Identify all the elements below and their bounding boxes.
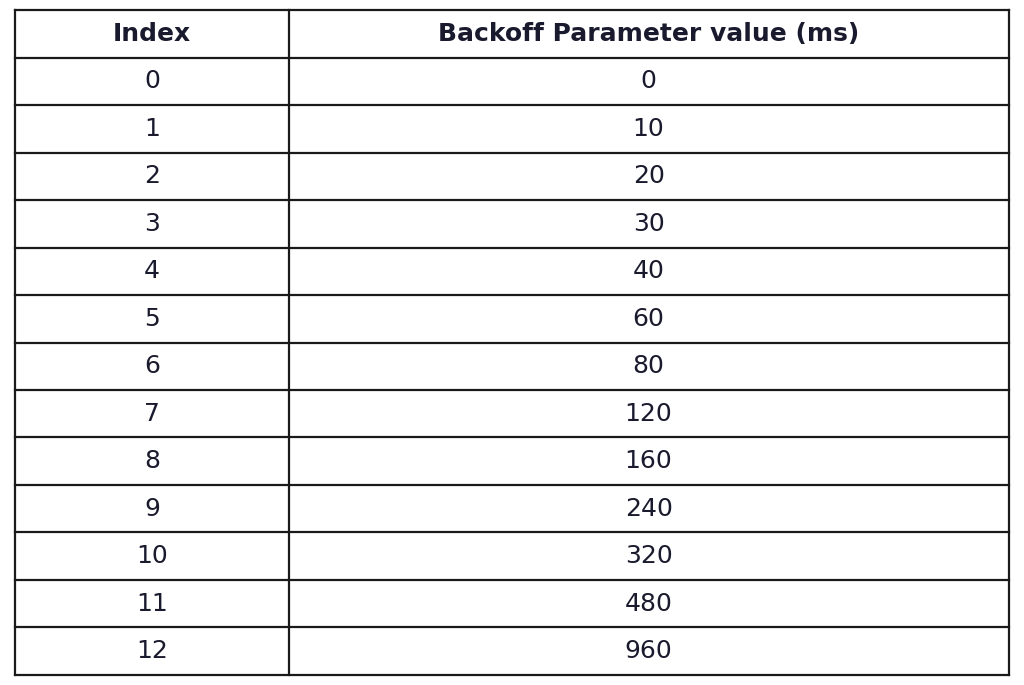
Text: 4: 4 (144, 260, 160, 284)
Text: Index: Index (113, 22, 191, 46)
Text: 40: 40 (633, 260, 665, 284)
Text: 10: 10 (136, 544, 168, 568)
Text: 9: 9 (144, 497, 160, 521)
Text: 30: 30 (633, 212, 665, 236)
Text: Backoff Parameter value (ms): Backoff Parameter value (ms) (438, 22, 859, 46)
Text: 80: 80 (633, 354, 665, 378)
Text: 960: 960 (625, 639, 673, 663)
Text: 20: 20 (633, 164, 665, 188)
Text: 8: 8 (144, 449, 160, 473)
Text: 12: 12 (136, 639, 168, 663)
Text: 3: 3 (144, 212, 160, 236)
Text: 480: 480 (625, 592, 673, 616)
Text: 7: 7 (144, 401, 160, 425)
Text: 10: 10 (633, 117, 665, 141)
Text: 2: 2 (144, 164, 160, 188)
Text: 120: 120 (625, 401, 673, 425)
Text: 240: 240 (625, 497, 673, 521)
Text: 160: 160 (625, 449, 673, 473)
Text: 60: 60 (633, 307, 665, 331)
Text: 6: 6 (144, 354, 160, 378)
Text: 1: 1 (144, 117, 160, 141)
Text: 11: 11 (136, 592, 168, 616)
Text: 0: 0 (641, 69, 656, 93)
Text: 5: 5 (144, 307, 160, 331)
Text: 0: 0 (144, 69, 160, 93)
Text: 320: 320 (625, 544, 673, 568)
